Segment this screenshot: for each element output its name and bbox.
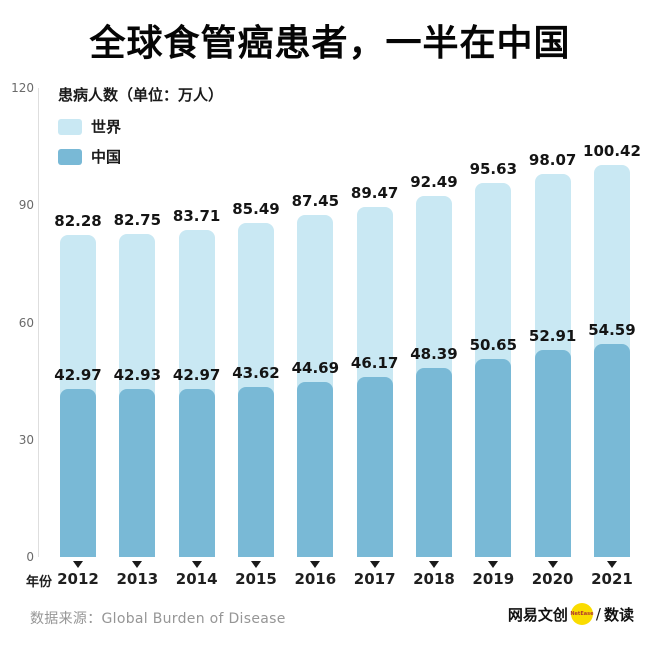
bar-value-china: 46.17 bbox=[350, 353, 399, 372]
bar-china-2013 bbox=[119, 389, 156, 557]
y-axis-tick-label: 120 bbox=[11, 81, 34, 95]
axis-marker-icon bbox=[369, 561, 380, 568]
bar-value-china: 52.91 bbox=[528, 327, 577, 346]
bar-china-2021 bbox=[593, 343, 630, 557]
y-axis-tick-label: 30 bbox=[18, 432, 34, 447]
brand-name: 网易文创 bbox=[507, 605, 568, 624]
x-axis-tick-label: 2012 bbox=[57, 570, 99, 588]
x-axis-tick-label: 2015 bbox=[235, 570, 277, 588]
bar-value-world: 95.63 bbox=[469, 160, 518, 179]
x-axis-tick-label: 2021 bbox=[591, 570, 633, 588]
bar-china-2020 bbox=[534, 350, 571, 557]
axis-marker-icon bbox=[547, 561, 558, 568]
x-axis-tick-label: 2019 bbox=[472, 570, 515, 588]
axis-marker-icon bbox=[132, 561, 143, 568]
x-axis-tick-label: 2013 bbox=[116, 570, 159, 588]
axis-marker-icon bbox=[428, 561, 439, 568]
bar-value-world: 100.42 bbox=[583, 141, 641, 160]
bar-value-china: 44.69 bbox=[291, 359, 340, 378]
legend-item-world: 世界 bbox=[58, 116, 223, 137]
brand-mark: 网易文创 NetEase / 数读 bbox=[508, 603, 634, 625]
bar-value-china: 42.97 bbox=[54, 366, 102, 385]
bar-value-china: 48.39 bbox=[410, 344, 458, 363]
axis-marker-icon bbox=[191, 561, 202, 568]
legend-label-china: 中国 bbox=[91, 148, 122, 166]
bar-value-world: 98.07 bbox=[528, 150, 577, 169]
x-axis-label: 年份 bbox=[26, 575, 53, 590]
legend-swatch-china-icon bbox=[58, 148, 82, 165]
bar-china-2016 bbox=[297, 382, 334, 557]
bar-china-2015 bbox=[237, 386, 274, 557]
bar-value-world: 89.47 bbox=[350, 184, 399, 203]
bar-china-2018 bbox=[415, 367, 452, 557]
bar-value-world: 82.28 bbox=[54, 212, 102, 231]
chart-title: 全球食管癌患者，一半在中国 bbox=[89, 23, 571, 64]
y-axis-line bbox=[38, 88, 39, 557]
y-axis-unit-label: 患病人数（单位：万人） bbox=[58, 86, 224, 104]
data-source-value: Global Burden of Disease bbox=[101, 611, 286, 627]
axis-marker-icon bbox=[73, 561, 83, 568]
bar-value-world: 87.45 bbox=[291, 192, 340, 211]
bar-china-2012 bbox=[60, 389, 96, 557]
axis-marker-icon bbox=[310, 561, 321, 568]
y-axis-tick-label: 0 bbox=[26, 550, 34, 564]
bar-value-china: 50.65 bbox=[469, 336, 518, 355]
legend-item-china: 中国 bbox=[58, 146, 223, 167]
netease-logo-icon: NetEase bbox=[570, 603, 593, 625]
x-axis-tick-label: 2020 bbox=[531, 570, 574, 588]
bar-china-2019 bbox=[475, 359, 512, 557]
bar-china-2014 bbox=[178, 389, 215, 557]
axis-marker-icon bbox=[606, 561, 617, 568]
x-axis-tick-label: 2016 bbox=[294, 570, 337, 588]
brand-product: 数读 bbox=[603, 605, 634, 624]
bar-value-china: 43.62 bbox=[232, 363, 280, 382]
y-axis-tick-label: 90 bbox=[18, 198, 34, 213]
data-source: 数据来源：Global Burden of Disease bbox=[30, 608, 286, 628]
y-axis-tick-label: 60 bbox=[18, 315, 34, 330]
bar-value-china: 54.59 bbox=[588, 320, 636, 339]
bar-value-world: 83.71 bbox=[172, 206, 221, 225]
bar-value-china: 42.97 bbox=[172, 366, 221, 385]
legend-swatch-world-icon bbox=[58, 118, 82, 135]
bar-value-world: 85.49 bbox=[232, 199, 280, 218]
axis-marker-icon bbox=[250, 561, 261, 568]
chart-legend: 患病人数（单位：万人） 世界 中国 bbox=[58, 84, 223, 176]
x-axis-tick-label: 2017 bbox=[353, 570, 396, 588]
brand-separator: / bbox=[595, 605, 601, 623]
bar-value-world: 92.49 bbox=[410, 172, 458, 191]
x-axis-tick-label: 2018 bbox=[413, 570, 455, 588]
x-axis-tick-label: 2014 bbox=[175, 570, 218, 588]
bar-china-2017 bbox=[356, 376, 393, 557]
data-source-label: 数据来源： bbox=[30, 611, 102, 627]
legend-label-world: 世界 bbox=[91, 118, 122, 136]
bar-value-world: 82.75 bbox=[113, 210, 162, 229]
axis-marker-icon bbox=[488, 561, 499, 568]
bar-value-china: 42.93 bbox=[113, 366, 162, 385]
